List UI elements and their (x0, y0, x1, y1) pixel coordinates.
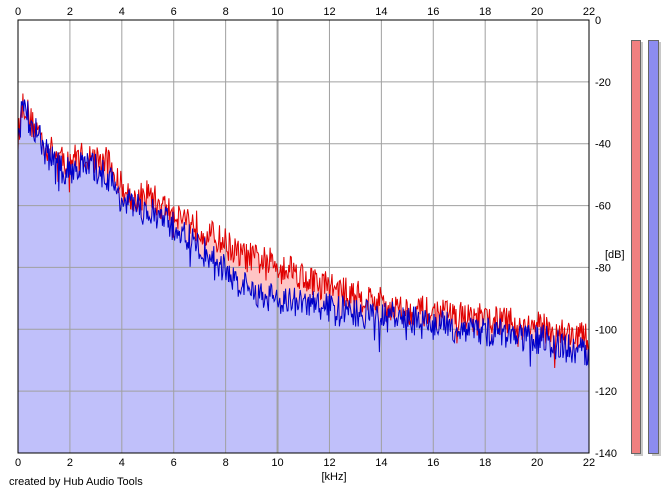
x-tick-label-bottom: 4 (119, 457, 125, 469)
x-tick-label-bottom: 16 (427, 457, 439, 469)
y-tick-label: 0 (595, 15, 601, 27)
x-tick-label-top: 14 (375, 6, 387, 18)
x-tick-label-top: 22 (583, 6, 595, 18)
x-tick-label-bottom: 6 (171, 457, 177, 469)
plot-frame (17, 19, 590, 454)
y-axis-label: [dB] (605, 249, 625, 261)
x-tick-label-bottom: 2 (67, 457, 73, 469)
x-tick-label-bottom: 20 (531, 457, 543, 469)
x-tick-label-top: 12 (323, 6, 335, 18)
y-tick-label: -100 (595, 324, 617, 336)
credit-text: created by Hub Audio Tools (9, 476, 143, 488)
x-tick-label-bottom: 10 (271, 457, 283, 469)
x-tick-label-bottom: 12 (323, 457, 335, 469)
y-tick-label: -120 (595, 386, 617, 398)
x-tick-label-top: 4 (119, 6, 125, 18)
x-tick-label-bottom: 8 (223, 457, 229, 469)
y-tick-label: -60 (595, 201, 611, 213)
x-tick-label-top: 18 (479, 6, 491, 18)
x-tick-label-bottom: 0 (15, 457, 21, 469)
x-axis-label: [kHz] (321, 471, 346, 483)
trace-series-2 (17, 99, 590, 369)
meter-right (648, 40, 659, 454)
x-tick-label-bottom: 14 (375, 457, 387, 469)
x-tick-label-top: 8 (223, 6, 229, 18)
x-tick-label-top: 2 (67, 6, 73, 18)
x-tick-label-top: 6 (171, 6, 177, 18)
y-tick-label: -140 (595, 448, 617, 460)
x-tick-label-top: 16 (427, 6, 439, 18)
x-tick-label-bottom: 22 (583, 457, 595, 469)
area-fill-series-2 (18, 99, 589, 453)
y-tick-label: -20 (595, 77, 611, 89)
y-tick-label: -40 (595, 139, 611, 151)
y-tick-label: -80 (595, 262, 611, 274)
x-tick-label-top: 10 (271, 6, 283, 18)
x-tick-label-top: 20 (531, 6, 543, 18)
x-tick-label-bottom: 18 (479, 457, 491, 469)
meter-left (631, 40, 641, 454)
x-tick-label-top: 0 (15, 6, 21, 18)
